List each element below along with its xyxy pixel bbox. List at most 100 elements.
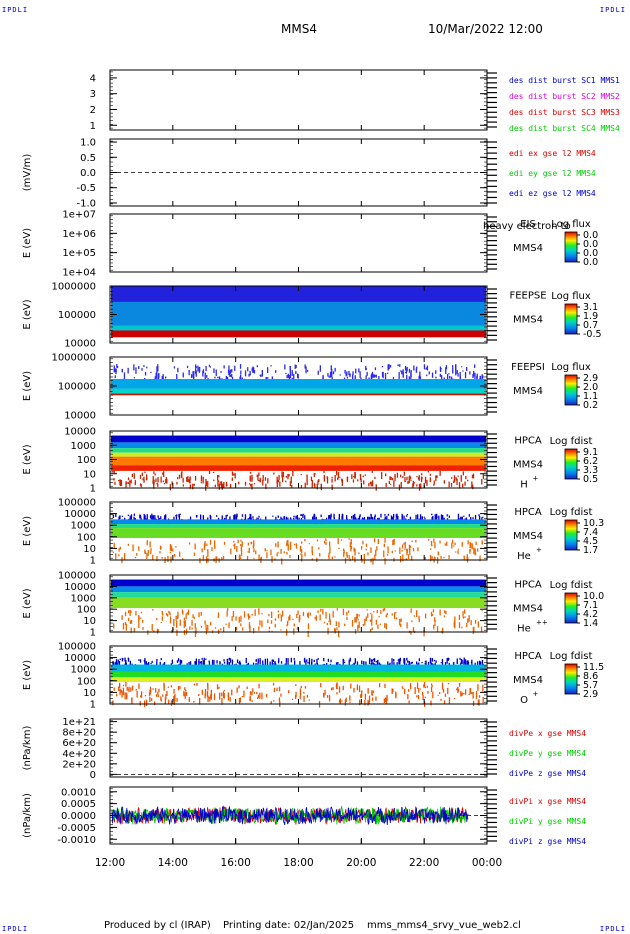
hpca-he2-band (111, 579, 486, 587)
hpca-he-speck (241, 541, 243, 547)
hpca-o-speck (343, 661, 346, 664)
hpca-o-speck (199, 661, 202, 664)
hpca-he-speck (199, 558, 201, 564)
feepse-colorbar-tick: 3.1 (583, 302, 598, 313)
feepsi-speck (464, 371, 467, 379)
hpca-he-speck (343, 552, 345, 558)
feepsi-speck (195, 370, 197, 377)
hpca-he-speck (295, 515, 297, 520)
hpca-o-speck (453, 698, 456, 699)
hpca-he2-speck (187, 609, 190, 615)
hpca-he-speck (390, 515, 393, 521)
hpca-o-speck (367, 688, 369, 694)
feepsi-band (111, 388, 486, 394)
feepsi-speck (251, 369, 254, 372)
hpca-he2-speck (225, 623, 227, 625)
hpca-he-speck (421, 516, 423, 520)
hpca-he2-speck (410, 630, 412, 635)
hpca-he2-speck (336, 608, 338, 611)
hpca-o-speck (177, 658, 180, 662)
hpca-h-speck (453, 480, 455, 483)
hpca-he2-speck (336, 627, 338, 631)
feepsi-speck (439, 366, 442, 372)
hpca-he-speck (301, 554, 303, 559)
hpca-o-speck (368, 695, 371, 702)
feepsi-speck (191, 374, 193, 378)
hpca-h-speck (182, 484, 184, 487)
hpca-h-speck (153, 471, 155, 474)
corner-label-bottom-right: IPDLI (599, 925, 626, 933)
hpca-h-band (111, 448, 486, 453)
hpca-he-speck (405, 558, 407, 561)
hpca-o-speck (330, 659, 332, 663)
hpca-h-speck (119, 479, 122, 487)
hpca-o-speck (166, 690, 168, 696)
hpca-o-speck (259, 692, 261, 699)
hpca-o-speck (349, 657, 351, 662)
divpe-ytick-label: 1e+21 (62, 717, 96, 728)
hpca-he-speck (468, 514, 470, 517)
hpca-o-speck (131, 663, 133, 665)
hpca-o-speck (241, 696, 243, 698)
hpca-o-speck (198, 661, 200, 666)
hpca-h-speck (462, 483, 464, 488)
hpca-he-speck (330, 513, 332, 518)
hpca-he-speck (433, 538, 435, 543)
feepse-band (111, 301, 486, 326)
hpca-he-speck (409, 516, 412, 521)
hpca-he-speck (302, 513, 305, 515)
hpca-h-speck (481, 479, 483, 485)
hpca-h-speck (381, 472, 383, 479)
hpca-o-speck (113, 662, 115, 665)
hpca-o-speck (173, 688, 175, 694)
hpca-he2-speck (183, 617, 185, 621)
hpca-o-speck (303, 691, 305, 694)
hpca-he-speck (391, 550, 393, 554)
hpca-he-speck (331, 556, 333, 560)
hpca-o-speck (251, 691, 253, 696)
hpca-he2-speck (383, 608, 386, 611)
hpca-he-speck (399, 547, 401, 554)
hpca-he2-speck (377, 624, 379, 629)
hpca-h-speck (316, 483, 318, 490)
feepsi-speck (157, 364, 159, 366)
hpca-o-speck (463, 693, 465, 695)
hpca-he-speck (152, 554, 154, 560)
hpca-he-speck (430, 540, 433, 546)
feepsi-speck (401, 370, 403, 375)
hpca-he-speck (287, 544, 289, 551)
hpca-o-speck (129, 660, 131, 665)
feepsi-ylabel: E (eV) (22, 371, 33, 401)
hpca-h-speck (141, 472, 143, 477)
hpca-he-speck (365, 543, 368, 547)
feepsi-speck (408, 368, 411, 373)
hpca-he-instrument-label: HPCA (514, 507, 542, 518)
hpca-h-speck (218, 483, 220, 490)
hpca-o-speck (139, 659, 142, 663)
hpca-o-speck (372, 662, 374, 666)
hpca-he2-speck (400, 618, 402, 622)
hpca-he-speck (343, 548, 345, 552)
divpi-legend-entry: divPi y gse MMS4 (509, 817, 586, 826)
hpca-o-speck (338, 699, 341, 703)
hpca-o-speck (393, 659, 395, 662)
hpca-h-speck (178, 474, 181, 479)
hpca-h-speck (389, 483, 392, 485)
feepsi-speck (226, 376, 229, 380)
hpca-h-ytick-label: 10 (83, 469, 96, 480)
hpca-o-speck (276, 687, 278, 692)
hpca-o-speck (208, 661, 211, 665)
feepsi-speck (410, 372, 412, 380)
feepsi-speck (157, 373, 160, 380)
feepsi-speck (384, 372, 387, 380)
feepsi-speck (374, 367, 377, 371)
hpca-he2-speck (125, 623, 127, 631)
hpca-o-speck (272, 682, 275, 686)
hpca-o-speck (278, 686, 281, 692)
hpca-o-speck (383, 698, 385, 704)
hpca-h-speck (262, 475, 264, 482)
feepsi-speck (285, 372, 287, 375)
hpca-he2-speck (156, 618, 158, 621)
hpca-he2-speck (412, 627, 415, 632)
hpca-o-speck (139, 701, 141, 706)
